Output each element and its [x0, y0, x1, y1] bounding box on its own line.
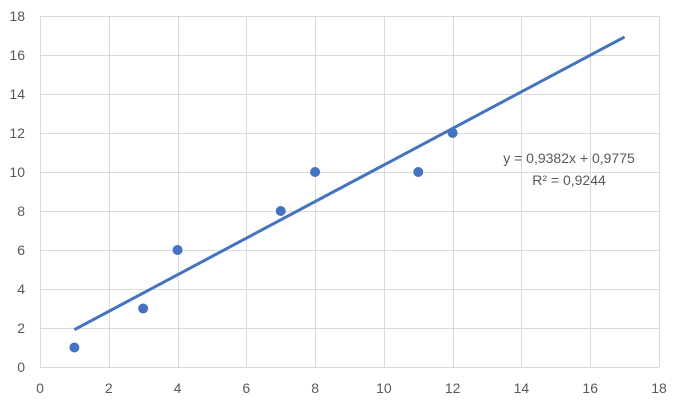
x-tick-label: 6	[242, 380, 250, 396]
trendline	[73, 35, 626, 331]
y-tick-label: 2	[17, 320, 25, 336]
y-tick-label: 14	[9, 86, 25, 102]
x-tick-label: 8	[311, 380, 319, 396]
x-tick-label: 2	[105, 380, 113, 396]
data-point	[172, 245, 183, 255]
axes	[40, 16, 659, 368]
y-tick-label: 0	[17, 359, 25, 375]
x-tick-label: 16	[582, 380, 598, 396]
x-tick-label: 10	[376, 380, 392, 396]
gridlines	[40, 16, 660, 367]
data-point	[138, 303, 149, 314]
trendline-labels: y = 0,9382x + 0,9775 R² = 0,9244	[503, 150, 635, 188]
y-tick-label: 12	[9, 125, 25, 141]
data-point	[447, 128, 458, 138]
x-tick-label: 0	[36, 380, 44, 396]
data-point	[275, 206, 286, 216]
data-point	[69, 342, 80, 353]
y-tick-label: 18	[9, 8, 25, 24]
data-point	[310, 167, 321, 177]
x-tick-label: 14	[514, 380, 530, 396]
x-tick-label: 4	[174, 380, 182, 396]
y-tick-label: 4	[17, 281, 25, 297]
data-points	[69, 128, 458, 353]
x-tick-label: 12	[445, 380, 461, 396]
trendline-line	[73, 35, 626, 331]
x-tick-label: 18	[651, 380, 667, 396]
y-tick-label: 16	[9, 47, 25, 63]
trendline-equation: y = 0,9382x + 0,9775	[503, 150, 635, 166]
trendline-r2: R² = 0,9244	[532, 172, 606, 188]
y-tick-label: 6	[17, 242, 25, 258]
y-tick-label: 10	[9, 164, 25, 180]
y-tick-label: 8	[17, 203, 25, 219]
data-point	[413, 167, 424, 177]
tick-labels: 0 2 4 6 8 10 12 14 16 18 0 2 4 6 8 10 12 14 16 18	[9, 8, 667, 396]
